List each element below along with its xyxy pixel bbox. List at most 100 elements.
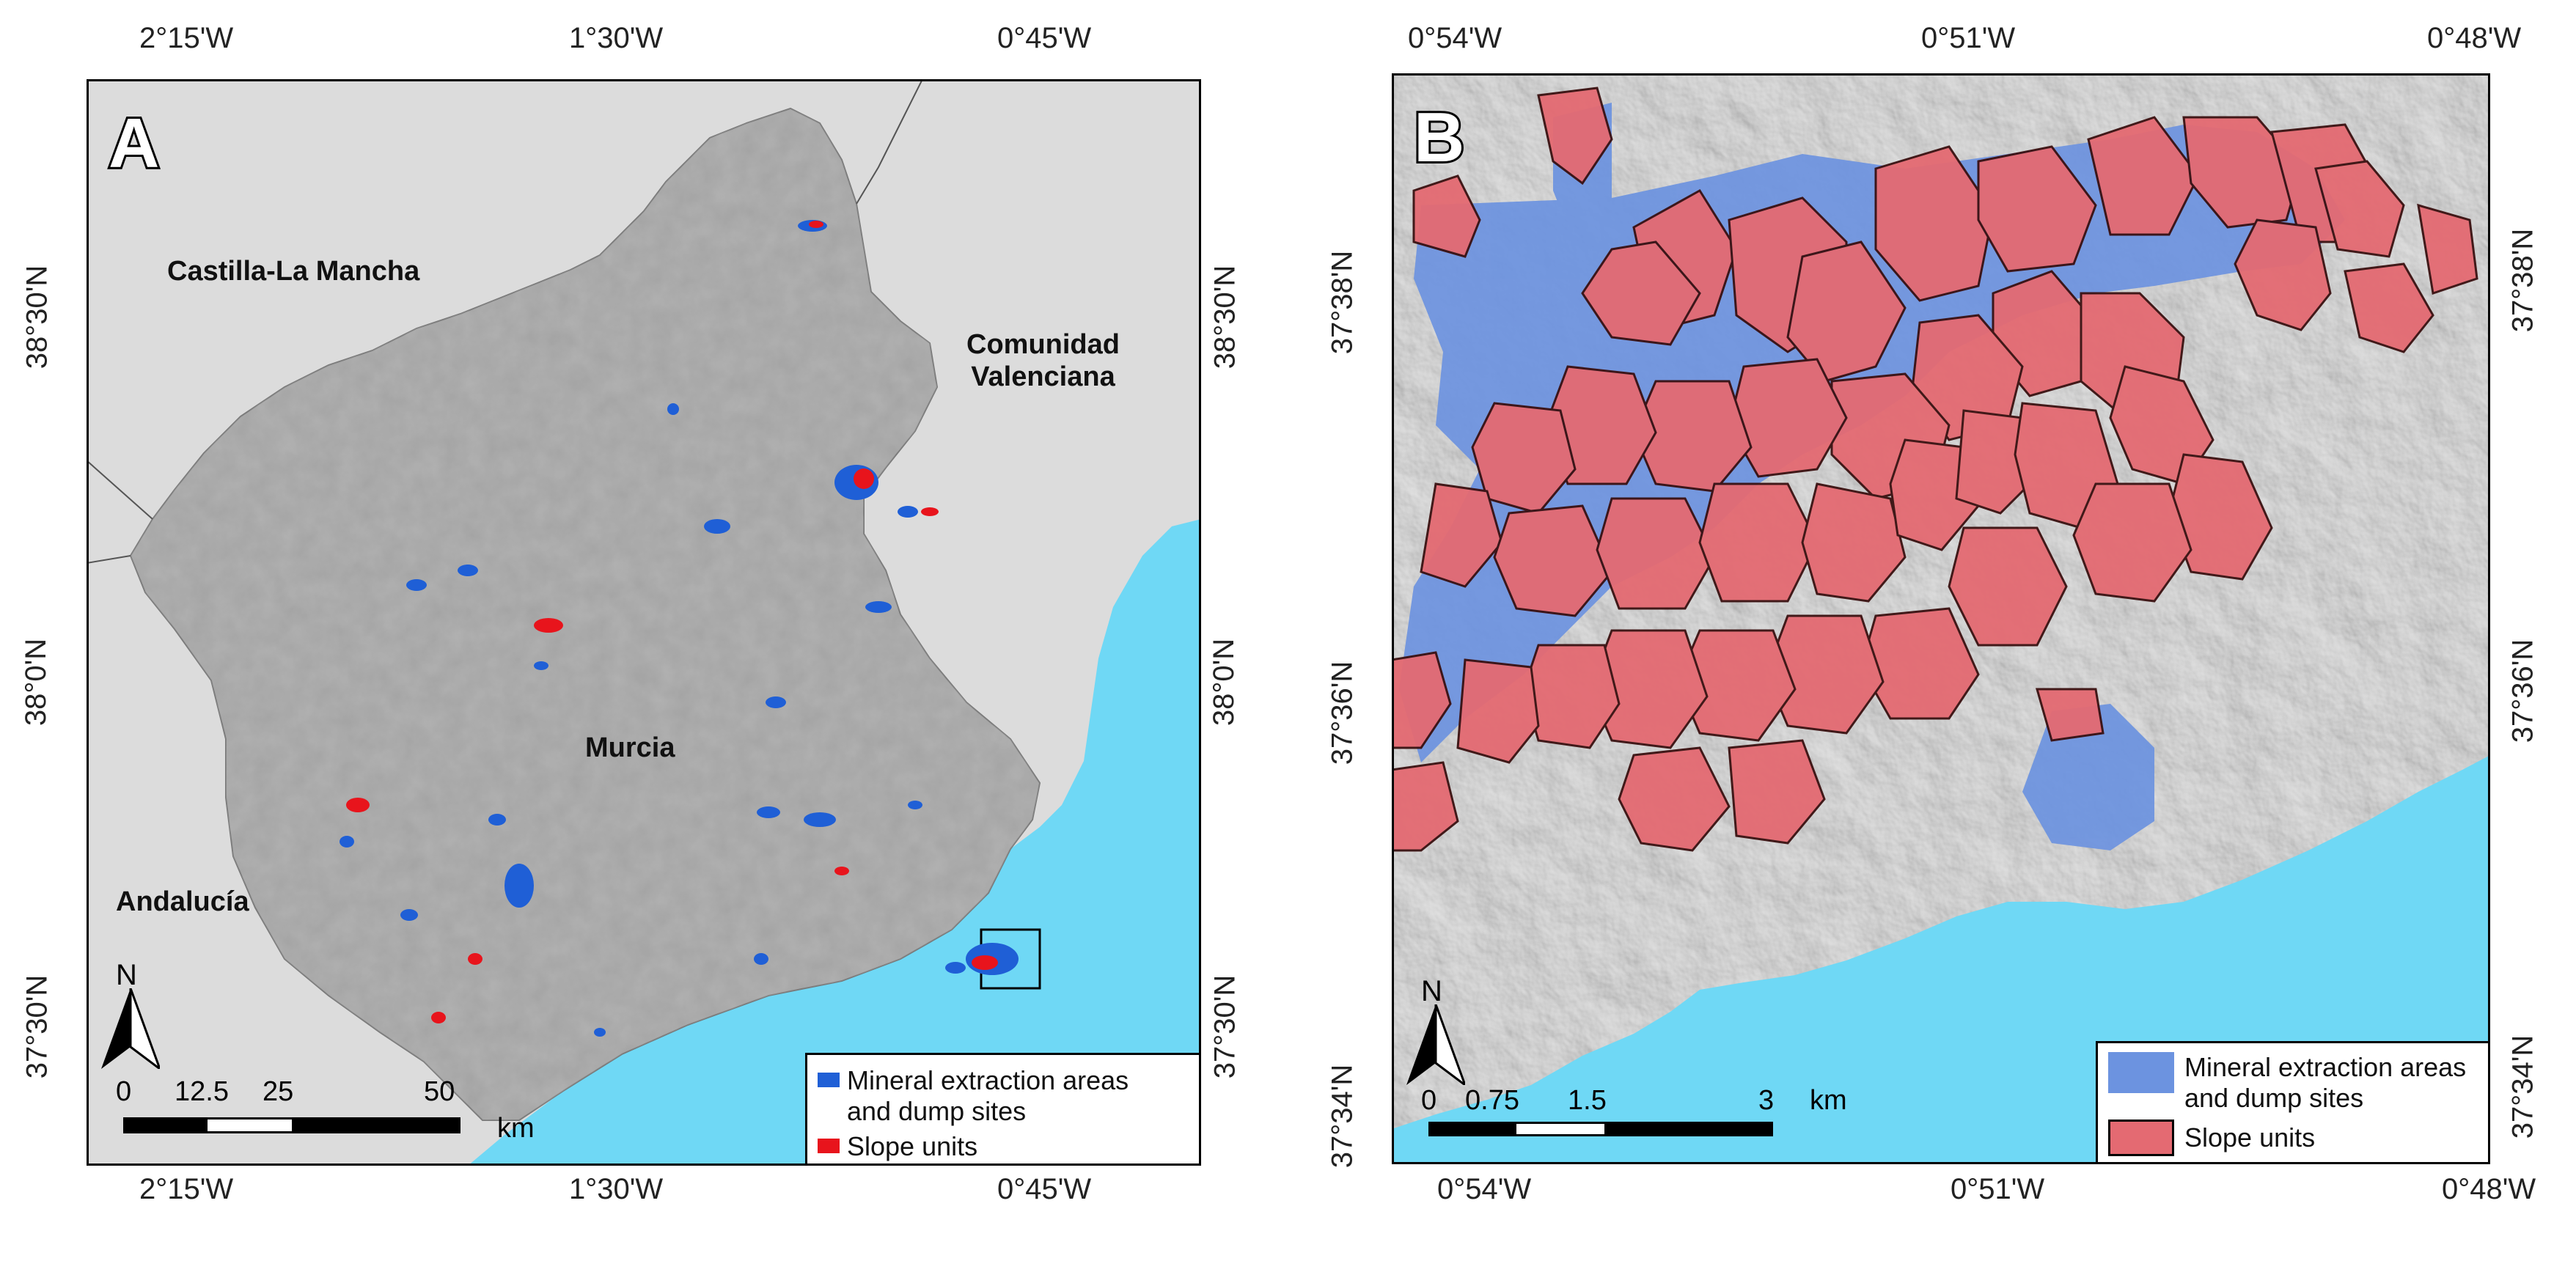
b-top-tick-3: 0°48'W: [2427, 22, 2522, 54]
b-scale-bar: 0 0.75 1.5 3 km: [1421, 1085, 1861, 1158]
b-slope-unit: [2036, 688, 2105, 742]
a-site: [898, 506, 918, 518]
a-scale-bar: 0 12.5 25 50 km: [116, 1076, 556, 1150]
a-bottom-tick-3: 0°45'W: [997, 1173, 1092, 1205]
a-right-tick-3: 37°30'N: [1208, 974, 1241, 1079]
a-site: [757, 806, 780, 818]
a-left-tick-2: 38°0'N: [20, 638, 53, 727]
b-legend-slope-text: Slope units: [2184, 1122, 2316, 1152]
b-slope-unit: [1392, 761, 1459, 852]
a-site: [667, 403, 679, 415]
a-relief-texture: [131, 109, 1040, 1120]
b-slope-unit: [2344, 262, 2434, 353]
a-site: [972, 955, 998, 970]
b-slope-unit: [2182, 116, 2302, 229]
b-slope-unit: [1801, 482, 1907, 603]
b-left-tick-2: 37°36'N: [1326, 661, 1359, 765]
b-legend-mineral: Mineral extraction areas and dump sites: [2108, 1052, 2466, 1114]
panel-a-svg: A: [87, 79, 1201, 1166]
b-right-tick-1: 37°38'N: [2506, 228, 2539, 333]
a-scale-unit: km: [497, 1113, 535, 1144]
b-top-tick-1: 0°54'W: [1408, 22, 1502, 54]
a-right-tick-1: 38°30'N: [1208, 265, 1241, 370]
b-scale-seg-2: [1516, 1122, 1604, 1136]
b-slope-unit: [2234, 218, 2332, 331]
b-legend-slope: Slope units: [2108, 1120, 2315, 1156]
a-left-tick-1: 38°30'N: [21, 265, 54, 370]
a-bottom-tick-2: 1°30'W: [569, 1173, 664, 1205]
a-site: [854, 468, 874, 489]
a-site: [809, 221, 823, 228]
a-site: [534, 661, 548, 670]
a-site: [534, 618, 563, 633]
a-site: [945, 962, 966, 974]
a-site: [488, 814, 506, 826]
b-bottom-tick-1: 0°54'W: [1437, 1173, 1532, 1205]
a-site: [431, 1012, 446, 1023]
b-slope-unit: [1618, 746, 1731, 852]
a-site: [400, 909, 418, 921]
b-slope-units: [1392, 87, 2478, 852]
panel-b-svg: B: [1392, 73, 2490, 1164]
a-site: [865, 601, 892, 613]
a-site: [908, 801, 922, 809]
b-slope-unit: [1392, 651, 1452, 749]
b-slope-unit: [1786, 240, 1907, 383]
b-left-tick-3: 37°34'N: [1326, 1064, 1359, 1169]
a-legend-slope-text: Slope units: [847, 1131, 978, 1161]
a-top-tick-1: 2°15'W: [139, 22, 234, 54]
b-bottom-tick-3: 0°48'W: [2442, 1173, 2536, 1205]
b-slope-unit: [1728, 739, 1826, 845]
b-north-arrow: N: [1406, 975, 1465, 1085]
b-right-tick-3: 37°34'N: [2506, 1034, 2539, 1139]
b-north-label: N: [1421, 975, 1442, 1007]
panel-b-map: B Mineral extraction areas and dump site…: [1392, 73, 2490, 1164]
b-slope-unit: [2417, 203, 2478, 295]
b-scale-seg-1: [1428, 1122, 1516, 1136]
b-slope-unit: [2072, 482, 2192, 603]
a-label-valenciana-text: Comunidad Valenciana: [966, 329, 1120, 392]
b-scale-label-0: 0: [1421, 1085, 1437, 1116]
b-slope-unit: [1977, 145, 2097, 273]
b-left-tick-1: 37°38'N: [1326, 250, 1359, 355]
a-scale-seg-3: [292, 1117, 460, 1133]
a-legend-mineral-swatch: [818, 1073, 840, 1087]
b-slope-unit: [1948, 526, 2068, 647]
b-slope-unit: [1420, 482, 1503, 588]
b-legend-mineral-swatch: [2108, 1052, 2174, 1093]
a-site: [921, 507, 939, 516]
a-site: [504, 864, 534, 908]
b-slope-unit: [1537, 87, 1613, 185]
b-scale-label-1: 0.75: [1465, 1085, 1519, 1116]
b-scale-label-3: 3: [1758, 1085, 1775, 1116]
a-sea: [468, 519, 1201, 1166]
a-scale-label-3: 50: [424, 1076, 455, 1107]
a-legend-mineral-text: Mineral extraction areas and dump sites: [847, 1065, 1129, 1126]
a-label-castilla: Castilla-La Mancha: [167, 256, 420, 287]
a-label-valenciana: Comunidad Valenciana: [966, 328, 1120, 393]
a-legend-slope: Slope units: [818, 1131, 977, 1162]
a-label-murcia: Murcia: [585, 732, 675, 763]
a-scale-seg-2: [208, 1117, 292, 1133]
a-site: [804, 812, 836, 827]
a-right-tick-2: 38°0'N: [1208, 638, 1241, 727]
a-site: [834, 867, 849, 875]
a-scale-seg-1: [123, 1117, 208, 1133]
a-site: [766, 696, 786, 708]
a-site: [458, 565, 478, 576]
a-panel-letter: A: [109, 104, 159, 183]
a-north-arrow-icon: [101, 988, 160, 1069]
a-site: [340, 836, 354, 848]
a-site: [346, 798, 370, 812]
a-extraction-sites: [340, 220, 1019, 1037]
b-scale-label-2: 1.5: [1568, 1085, 1607, 1116]
a-scale-label-2: 25: [263, 1076, 294, 1107]
b-slope-unit: [2314, 160, 2405, 258]
a-boundary-line-2: [87, 460, 153, 520]
b-scale-unit: km: [1810, 1085, 1847, 1116]
b-slope-unit: [1456, 658, 1540, 764]
a-site: [754, 953, 768, 965]
a-legend: Mineral extraction areas and dump sites …: [805, 1053, 1201, 1166]
a-north-arrow: N: [101, 959, 160, 1069]
b-slope-unit: [1596, 497, 1716, 610]
